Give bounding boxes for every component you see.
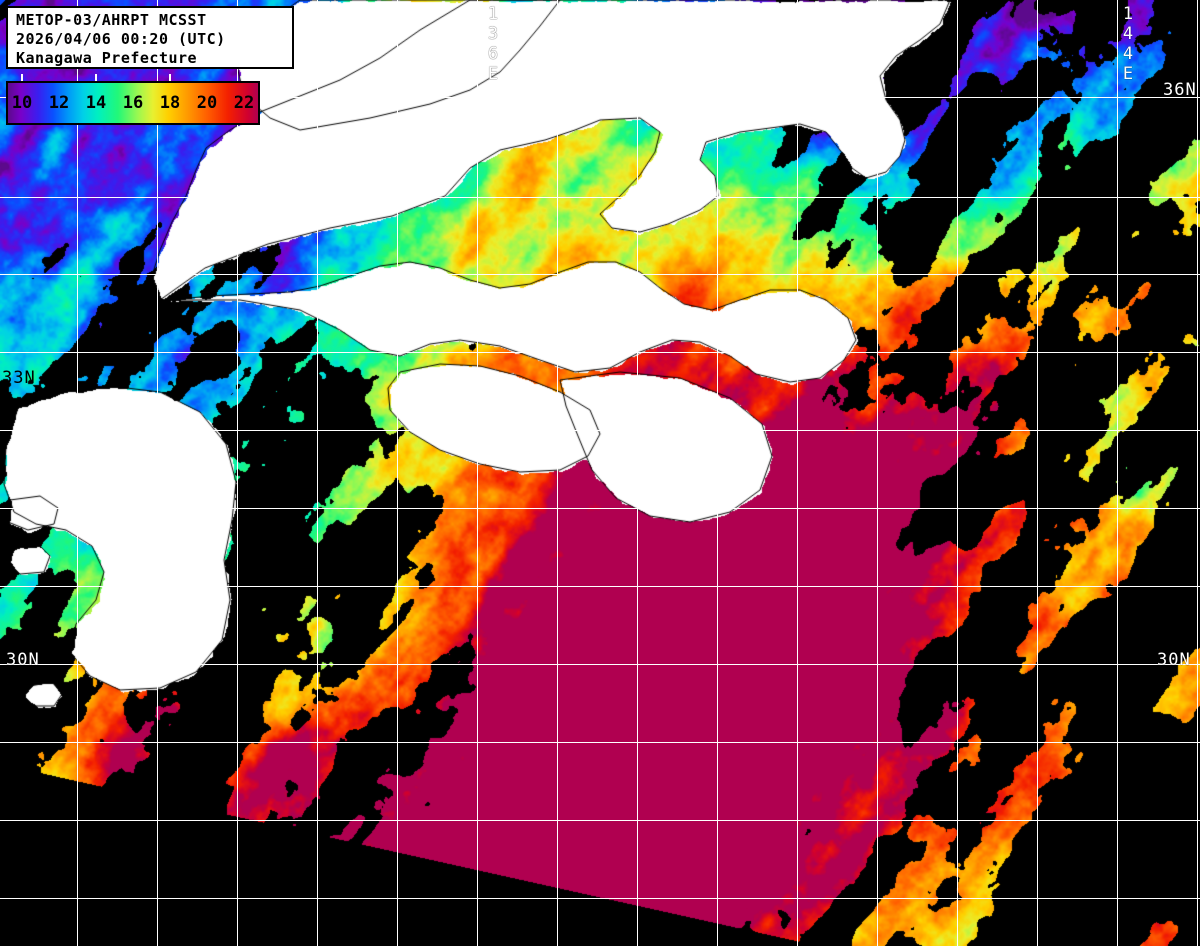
latitude-label-36N: 36N: [1163, 80, 1197, 100]
colorbar-gradient: [6, 81, 260, 125]
colorbar-ticks: [6, 74, 260, 81]
colorbar-tick-10: 10: [11, 93, 33, 113]
colorbar-tick-20: 20: [196, 93, 218, 113]
colorbar-tick-mark: [21, 74, 23, 81]
latitude-label-30N: 30N: [6, 650, 40, 670]
latitude-label-33N: 33N: [2, 368, 36, 388]
info-box: METOP-03/AHRPT MCSST 2026/04/06 00:20 (U…: [6, 6, 294, 69]
colorbar-tick-12: 12: [48, 93, 70, 113]
colorbar-tick-mark: [169, 74, 171, 81]
longitude-label-144E: 144E: [1118, 4, 1138, 84]
colorbar-tick-18: 18: [159, 93, 181, 113]
latitude-label-30N: 30N: [1157, 650, 1191, 670]
colorbar-tick-14: 14: [85, 93, 107, 113]
colorbar-tick-22: 22: [233, 93, 255, 113]
sst-colorbar: 10 12 14 16 18 20 22: [6, 74, 260, 125]
info-line-product: METOP-03/AHRPT MCSST: [16, 11, 207, 29]
info-line-timestamp: 2026/04/06 00:20 (UTC): [16, 30, 226, 48]
colorbar-tick-mark: [243, 74, 245, 81]
info-line-region: Kanagawa Prefecture: [16, 49, 198, 67]
colorbar-tick-labels: 10 12 14 16 18 20 22: [6, 81, 260, 125]
longitude-label-136E: 136E: [483, 4, 503, 84]
colorbar-tick-16: 16: [122, 93, 144, 113]
colorbar-tick-mark: [95, 74, 97, 81]
